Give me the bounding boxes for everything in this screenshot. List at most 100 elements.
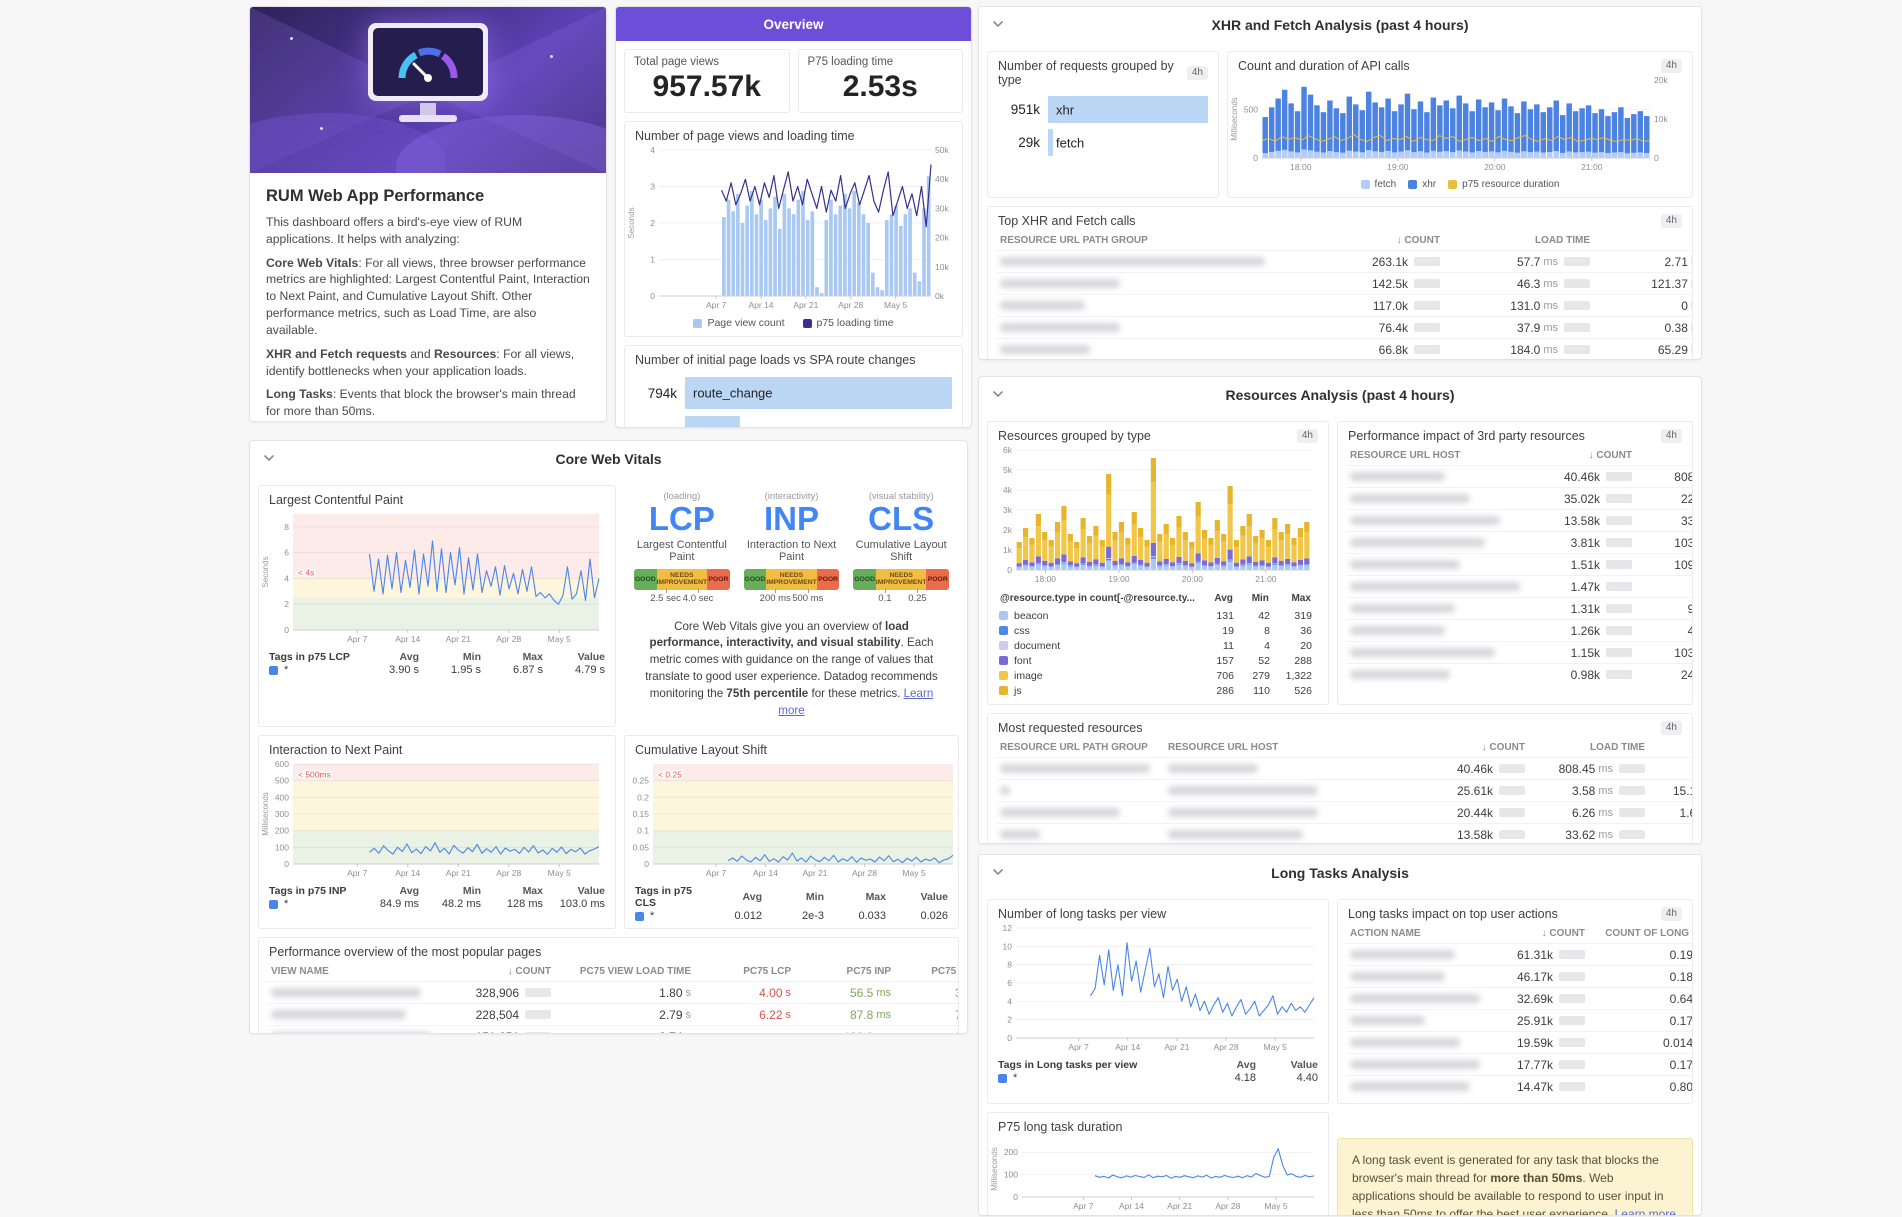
table-cell[interactable]: — [695,1025,795,1033]
table-header-cell[interactable]: Sum [1315,589,1328,608]
table-cell[interactable]: 0.38KiB [1594,316,1692,338]
legend-item[interactable]: Page view count [693,317,785,329]
table-header-cell[interactable]: ↓ COUNT [1481,742,1525,753]
table-cell[interactable]: 109.4ms [1636,553,1692,575]
table-cell[interactable]: 32.69k [1484,987,1589,1009]
table-cell[interactable]: 151,651 [435,1025,555,1033]
table-cell[interactable]: 808.45 ms [1529,757,1649,779]
table-cell[interactable]: 121.37KiB [1594,272,1692,294]
table-cell[interactable]: 25.61k [1419,779,1529,801]
table-cell[interactable]: 263.1k [1324,250,1444,272]
table-cell[interactable]: 0.014 [1589,1031,1692,1053]
table-cell[interactable]: 40.46k [1419,757,1529,779]
table-cell[interactable]: 6.22 s [695,1003,795,1025]
table-cell[interactable]: 288 [1273,653,1315,668]
table-cell[interactable]: 1.65KiB [1649,801,1692,823]
table-cell[interactable]: 3.58 ms [1529,779,1649,801]
table-header-cell[interactable]: SIZE [1649,738,1692,757]
table-cell[interactable] [1346,509,1524,531]
table-cell[interactable]: 25.91k [1484,1009,1589,1031]
table-cell[interactable]: 117.0k [1324,294,1444,316]
table-cell[interactable]: 15.16KiB [1649,779,1692,801]
table-cell[interactable]: 42 [1237,608,1273,623]
table-cell[interactable]: 46.3 ms [1444,272,1594,294]
table-cell[interactable]: 0.64 [1589,987,1692,1009]
collapse-chevron-icon[interactable] [991,387,1007,403]
table-cell[interactable] [1346,641,1524,663]
table-header-cell[interactable]: ↓ COUNT [507,966,551,978]
legend-item[interactable]: xhr [1408,179,1436,190]
table-cell[interactable]: 1.51k [1524,553,1636,575]
table-cell[interactable]: 76.4k [1324,316,1444,338]
table-cell[interactable] [1346,553,1524,575]
table-cell[interactable]: 228,504 [435,1003,555,1025]
legend-item[interactable]: p75 loading time [802,317,894,329]
table-cell[interactable]: 61.31k [1484,943,1589,965]
collapse-chevron-icon[interactable] [991,865,1007,881]
hbar-row[interactable]: 164k initial_load [635,416,952,427]
hbar-row[interactable]: 794k route_change [635,377,952,409]
table-cell[interactable]: 33.62 ms [1529,823,1649,843]
table-cell[interactable] [1346,531,1524,553]
table-cell[interactable]: 1.26k [1524,619,1636,641]
table-cell[interactable]: 87.8 ms [795,1003,895,1025]
table-cell[interactable]: 1.31k [1524,597,1636,619]
table-cell[interactable]: 40.46k [1524,465,1636,487]
table-cell[interactable]: 9.0ms [1636,597,1692,619]
table-cell[interactable]: font [996,653,1199,668]
table-cell[interactable] [1346,487,1524,509]
legend-item[interactable]: p75 resource duration [1448,179,1559,190]
table-cell[interactable]: 4.00 s [695,981,795,1003]
overview-panel-header[interactable]: Overview [616,7,971,41]
table-cell[interactable] [1346,965,1484,987]
table-cell[interactable]: 19.59k [1484,1031,1589,1053]
table-header-cell[interactable]: RESOURCE URL HOST [1168,742,1279,753]
table-header-cell[interactable]: PC75 LCP [743,966,791,978]
table-cell[interactable]: 1.15k [1524,641,1636,663]
table-cell[interactable] [1346,465,1524,487]
table-cell[interactable]: 103.0ms [1636,641,1692,663]
table-cell[interactable] [996,294,1324,316]
table-cell[interactable]: 36 [1273,623,1315,638]
table-cell[interactable] [1346,597,1524,619]
table-cell[interactable]: 0KiB [1649,823,1692,843]
table-cell[interactable]: 120.9ms [795,1025,895,1033]
table-cell[interactable]: 1.80 s [555,981,695,1003]
table-cell[interactable]: 33.6ms [1636,509,1692,531]
table-cell[interactable] [996,272,1324,294]
table-cell[interactable]: 24.9ms [1636,663,1692,685]
table-cell[interactable]: beacon [996,608,1199,623]
table-cell[interactable] [1346,1009,1484,1031]
table-cell[interactable]: css [996,623,1199,638]
series-row[interactable]: * [269,898,357,910]
table-cell[interactable]: 22.1ms [1636,487,1692,509]
table-cell[interactable] [1164,801,1419,823]
table-cell[interactable]: 19 [1199,623,1237,638]
table-cell[interactable]: 8 [1237,623,1273,638]
table-header-cell[interactable]: Avg [1214,593,1233,604]
table-cell[interactable]: 3.81k [1524,531,1636,553]
table-header-cell[interactable]: Min [1251,593,1269,604]
table-cell[interactable]: 142.5k [1324,272,1444,294]
table-cell[interactable]: 52 [1237,653,1273,668]
table-cell[interactable]: 2.74 s [555,1025,695,1033]
table-cell[interactable]: 18.9k [1315,653,1328,668]
table-cell[interactable] [1346,1075,1484,1097]
table-cell[interactable]: 1.47k [1524,575,1636,597]
table-cell[interactable]: 4 [1237,638,1273,653]
table-cell[interactable]: 526 [1273,683,1315,698]
table-header-cell[interactable]: RESOURCE URL HOST [1350,450,1461,461]
table-cell[interactable]: 2.79 s [555,1003,695,1025]
table-cell[interactable]: 15.7k [1315,608,1328,623]
table-cell[interactable]: image [996,668,1199,683]
collapse-chevron-icon[interactable] [262,451,278,467]
table-header-cell[interactable]: ↓ COUNT [1541,928,1585,939]
table-cell[interactable]: 84.8k [1315,668,1328,683]
table-header-cell[interactable]: RESOURCE URL PATH GROUP [1000,235,1148,246]
table-header-cell[interactable]: COUNT OF LONG TASKS [1605,928,1692,939]
table-cell[interactable]: 0.18 [1589,965,1692,987]
table-cell[interactable]: 6.26 ms [1529,801,1649,823]
table-cell[interactable] [267,981,435,1003]
table-cell[interactable]: 0.19 [1589,943,1692,965]
table-header-cell[interactable]: ↓ COUNT [1588,450,1632,461]
